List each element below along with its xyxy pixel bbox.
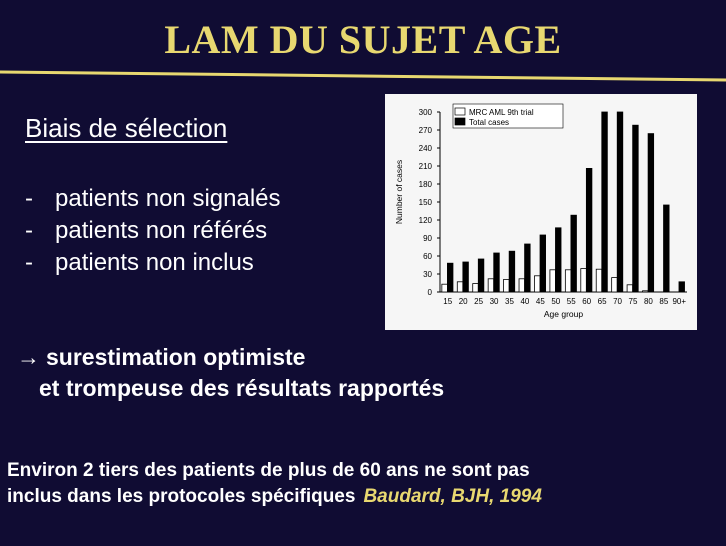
title-underline xyxy=(0,70,726,82)
chart-svg: 0 30 60 90 120 150 180 210 240 270 300 15 20 25 30 35 40… xyxy=(394,103,687,319)
conclusion-text-1: surestimation optimiste xyxy=(46,344,306,370)
x-tick-label: 40 xyxy=(520,297,529,306)
y-tick-label: 300 xyxy=(419,108,433,117)
bar-trial-cases xyxy=(595,268,603,293)
x-tick-label: 75 xyxy=(629,297,638,306)
y-axis-label: Number of cases xyxy=(394,160,404,224)
x-tick-label: 25 xyxy=(474,297,483,306)
bar-trial-cases xyxy=(534,275,541,293)
bar-trial-cases xyxy=(503,278,510,293)
y-tick-label: 30 xyxy=(423,270,432,279)
bullet-item: - patients non signalés xyxy=(25,183,281,215)
bar-trial-cases xyxy=(626,284,634,293)
bar-total-cases xyxy=(616,111,624,293)
y-tick-label: 270 xyxy=(419,126,433,135)
citation-reference: Baudard, BJH, 1994 xyxy=(363,486,542,507)
x-tick-label: 15 xyxy=(443,297,452,306)
slide-title: LAM DU SUJET AGE xyxy=(164,17,562,62)
x-tick-label: 85 xyxy=(659,297,668,306)
bar-total-cases xyxy=(524,243,531,293)
y-tick-label: 60 xyxy=(423,252,432,261)
y-tick-label: 240 xyxy=(419,144,433,153)
legend-label: MRC AML 9th trial xyxy=(469,108,534,117)
bar-trial-cases xyxy=(549,269,556,293)
bar-total-cases xyxy=(555,227,562,293)
bar-total-cases xyxy=(508,250,516,293)
section-heading: Biais de sélection xyxy=(25,113,228,143)
footnote-line-1: Environ 2 tiers des patients de plus de … xyxy=(7,460,530,481)
bar-trial-cases xyxy=(487,278,495,293)
bar-total-cases xyxy=(647,133,655,293)
bar-total-cases xyxy=(477,258,485,293)
x-tick-label: 30 xyxy=(490,297,499,306)
bar-trial-cases xyxy=(472,283,479,293)
bar-trial-cases xyxy=(456,281,464,293)
bullet-list: - patients non signalés - patients non réf… xyxy=(25,183,281,279)
footnote-text-2: inclus dans les protocoles spécifiques xyxy=(7,486,356,507)
x-tick-label: 35 xyxy=(505,297,514,306)
footnote-line-2: inclus dans les protocoles spécifiques Ba… xyxy=(7,484,542,510)
y-tick-label: 90 xyxy=(423,234,432,243)
bar-trial-cases xyxy=(441,283,448,293)
bar-total-cases xyxy=(678,281,685,293)
bar-total-cases xyxy=(585,168,593,293)
bullet-text: patients non inclus xyxy=(55,249,254,276)
x-tick-label: 50 xyxy=(551,297,560,306)
bullet-dash: - xyxy=(25,217,33,244)
legend-label: Total cases xyxy=(469,118,509,127)
conclusion-text-2: et trompeuse des résultats rapportés xyxy=(39,375,445,401)
y-tick-label: 210 xyxy=(419,162,433,171)
conclusion: → surestimation optimiste et trompeuse de… xyxy=(17,342,444,404)
x-tick-label: 55 xyxy=(567,297,576,306)
bullet-text: patients non signalés xyxy=(55,185,281,212)
bar-total-cases xyxy=(447,262,454,293)
x-tick-label: 20 xyxy=(459,297,468,306)
bullet-item: - patients non référés xyxy=(25,215,281,247)
x-tick-label: 80 xyxy=(644,297,653,306)
x-tick-label: 60 xyxy=(582,297,591,306)
age-group-chart: 0 30 60 90 120 150 180 210 240 270 300 15 20 25 30 35 40… xyxy=(385,94,697,330)
bar-trial-cases xyxy=(611,277,618,293)
bar-total-cases xyxy=(601,111,608,293)
y-tick-label: 150 xyxy=(419,198,433,207)
legend-swatch xyxy=(454,117,466,126)
x-axis-label: Age group xyxy=(544,309,583,319)
bar-trial-cases xyxy=(518,278,525,293)
bullet-text: patients non référés xyxy=(55,217,268,244)
bar-total-cases xyxy=(462,261,469,293)
bullet-dash: - xyxy=(25,249,33,276)
bar-total-cases xyxy=(663,204,670,293)
bar-total-cases xyxy=(493,252,500,293)
bar-total-cases xyxy=(539,234,546,293)
bar-total-cases xyxy=(632,124,639,293)
x-tick-label: 65 xyxy=(598,297,607,306)
conclusion-line-1: → surestimation optimiste xyxy=(17,342,444,373)
legend-box xyxy=(452,103,564,129)
arrow-right-icon: → xyxy=(17,344,40,370)
x-tick-label: 90+ xyxy=(672,297,686,306)
bar-trial-cases xyxy=(580,268,587,293)
x-tick-label: 70 xyxy=(613,297,622,306)
bar-trial-cases xyxy=(642,290,649,293)
y-tick-label: 0 xyxy=(428,288,433,297)
bar-trial-cases xyxy=(564,269,572,293)
bar-total-cases xyxy=(570,214,577,293)
footnote: Environ 2 tiers des patients de plus de … xyxy=(7,458,542,510)
bullet-dash: - xyxy=(25,185,33,212)
x-tick-label: 45 xyxy=(536,297,545,306)
bullet-item: - patients non inclus xyxy=(25,247,281,279)
y-tick-label: 180 xyxy=(419,180,433,189)
legend-swatch xyxy=(454,107,466,116)
y-tick-label: 120 xyxy=(419,216,433,225)
